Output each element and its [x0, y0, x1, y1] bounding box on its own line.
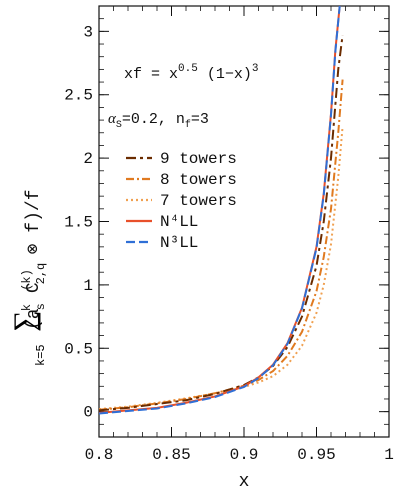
y-tick-label: 2 [83, 150, 93, 168]
series-line-4 [99, 6, 341, 415]
y-tick-label: 3 [83, 23, 93, 41]
legend-label-2: 7 towers [160, 192, 237, 210]
legend-label-1: 8 towers [160, 171, 237, 189]
y-title-sum-sign: ∑ [8, 311, 41, 332]
y-title-c: C [24, 282, 44, 304]
series-line-0 [99, 35, 344, 412]
axis-ticks: 0.8 0.85 0.9 0.95 1 0 0.5 1 1.5 2 2.5 3 [64, 6, 394, 464]
y-title-sum-sub: k=5 [34, 344, 48, 366]
y-tick-label: 1.5 [64, 214, 93, 232]
y-title-conv: ⊗ f)/f [24, 190, 44, 266]
x-tick-label: 1 [384, 446, 394, 464]
y-tick-label: 2.5 [64, 87, 93, 105]
x-axis-title: x [239, 472, 250, 491]
series-line-2 [99, 126, 344, 411]
y-axis-title: (ask C2,q(k) ⊗ f)/f [20, 190, 48, 331]
y-title-c-sup: (k) [20, 269, 34, 291]
legend-label-0: 9 towers [160, 150, 237, 168]
y-title-c-sub: 2,q [34, 263, 48, 285]
legend-label-3: N⁴LL [160, 213, 198, 231]
series-line-1 [99, 79, 344, 411]
y-title-open: (a [24, 308, 44, 330]
y-tick-label: 0.5 [64, 340, 93, 358]
parameters-annotation: αS=0.2, nf=3 [108, 111, 209, 131]
x-tick-label: 0.9 [230, 446, 259, 464]
y-title-a-sub: s [34, 303, 48, 310]
legend-label-4: N³LL [160, 234, 198, 252]
formula-annotation: xf = x0.5 (1−x)3 [124, 63, 258, 83]
y-tick-label: 0 [83, 404, 93, 422]
x-tick-label: 0.8 [85, 446, 114, 464]
svg-text:(ask C2,q(k) ⊗ f)/f: (ask C2,q(k) ⊗ f)/f [20, 190, 48, 331]
y-tick-label: 1 [83, 277, 93, 295]
x-tick-label: 0.95 [297, 446, 335, 464]
y-title-a-sup: k [20, 304, 34, 311]
series-lines [99, 6, 344, 415]
legend: 9 towers 8 towers 7 towers N⁴LL N³LL [126, 150, 237, 252]
x-tick-label: 0.85 [152, 446, 190, 464]
